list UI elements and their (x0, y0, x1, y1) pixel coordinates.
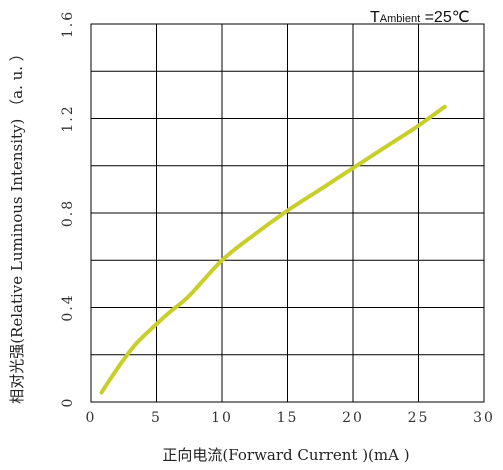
y-tick-label: 1.2 (60, 104, 76, 132)
annotation-subscript: Ambient (380, 13, 420, 25)
y-axis-title: 相对光强(Relative Luminous Intensity) （a. u.… (8, 46, 26, 404)
y-tick-label: 0 (60, 397, 76, 408)
y-tick-label: 0.8 (60, 199, 76, 227)
x-tick-label: 0 (86, 410, 97, 426)
x-tick-label: 15 (277, 410, 299, 426)
series-line (99, 104, 447, 395)
annotation-prefix: T (370, 9, 380, 26)
x-tick-label: 10 (211, 410, 233, 426)
x-tick-label: 30 (473, 410, 495, 426)
x-axis-title: 正向电流(Forward Current )(mA ) (162, 446, 409, 464)
y-tick-label: 1.6 (60, 10, 76, 38)
plot-frame (90, 23, 485, 403)
x-tick-label: 25 (408, 410, 430, 426)
temperature-annotation: TAmbient =25℃ (370, 9, 470, 26)
x-tick-label: 20 (342, 410, 364, 426)
series-layer (99, 104, 447, 395)
annotation-suffix: =25℃ (420, 9, 470, 26)
tick-labels: 0 5 10 15 20 25 30 0 0.4 0.8 1.2 1.6 (60, 10, 495, 426)
x-tick-label: 5 (151, 410, 162, 426)
y-tick-label: 0.4 (60, 293, 76, 321)
